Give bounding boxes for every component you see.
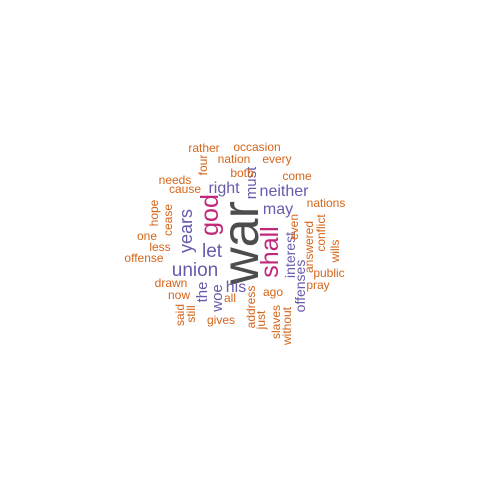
word-ago: ago <box>263 285 283 299</box>
word-public: public <box>313 266 344 280</box>
word-even: even <box>287 214 301 240</box>
word-needs: needs <box>159 173 192 187</box>
word-war: war <box>212 201 270 286</box>
word-union: union <box>172 260 219 281</box>
word-let: let <box>202 241 223 262</box>
word-nations: nations <box>307 196 346 210</box>
word-one: one <box>137 229 157 243</box>
word-gives: gives <box>207 313 235 327</box>
word-both: both <box>230 166 253 180</box>
word-now: now <box>168 288 190 302</box>
word-still: still <box>184 305 198 322</box>
word-wills: wills <box>328 240 342 264</box>
word-offense: offense <box>124 251 163 265</box>
word-god: god <box>196 194 224 236</box>
word-occasion: occasion <box>233 140 280 154</box>
word-cause: cause <box>169 182 201 196</box>
word-four: four <box>196 155 210 176</box>
word-neither: neither <box>260 183 310 200</box>
word-said: said <box>173 304 187 326</box>
word-interest: interest <box>282 232 298 278</box>
word-every: every <box>262 152 291 166</box>
word-nation: nation <box>218 152 251 166</box>
word-slaves: slaves <box>269 305 283 339</box>
word-cease: cease <box>161 204 175 236</box>
word-offenses: offenses <box>292 260 308 313</box>
word-right: right <box>208 180 240 197</box>
word-may: may <box>263 201 293 218</box>
word-less: less <box>149 240 170 254</box>
word-address: address <box>244 286 258 329</box>
word-rather: rather <box>188 141 219 155</box>
word-his: his <box>226 279 246 296</box>
word-pray: pray <box>306 278 329 292</box>
word-drawn: drawn <box>155 276 188 290</box>
word-woe: woe <box>209 284 226 313</box>
word-shall: shall <box>256 226 284 277</box>
word-conflict: conflict <box>314 214 328 252</box>
word-hope: hope <box>147 199 161 226</box>
word-come: come <box>282 169 312 183</box>
word-years: years <box>176 209 196 253</box>
word-answered: answered <box>302 221 316 273</box>
word-must: must <box>243 166 260 199</box>
word-without: without <box>280 306 294 346</box>
word-all: all <box>224 291 236 305</box>
word-just: just <box>254 310 268 330</box>
word-the: the <box>194 282 211 303</box>
